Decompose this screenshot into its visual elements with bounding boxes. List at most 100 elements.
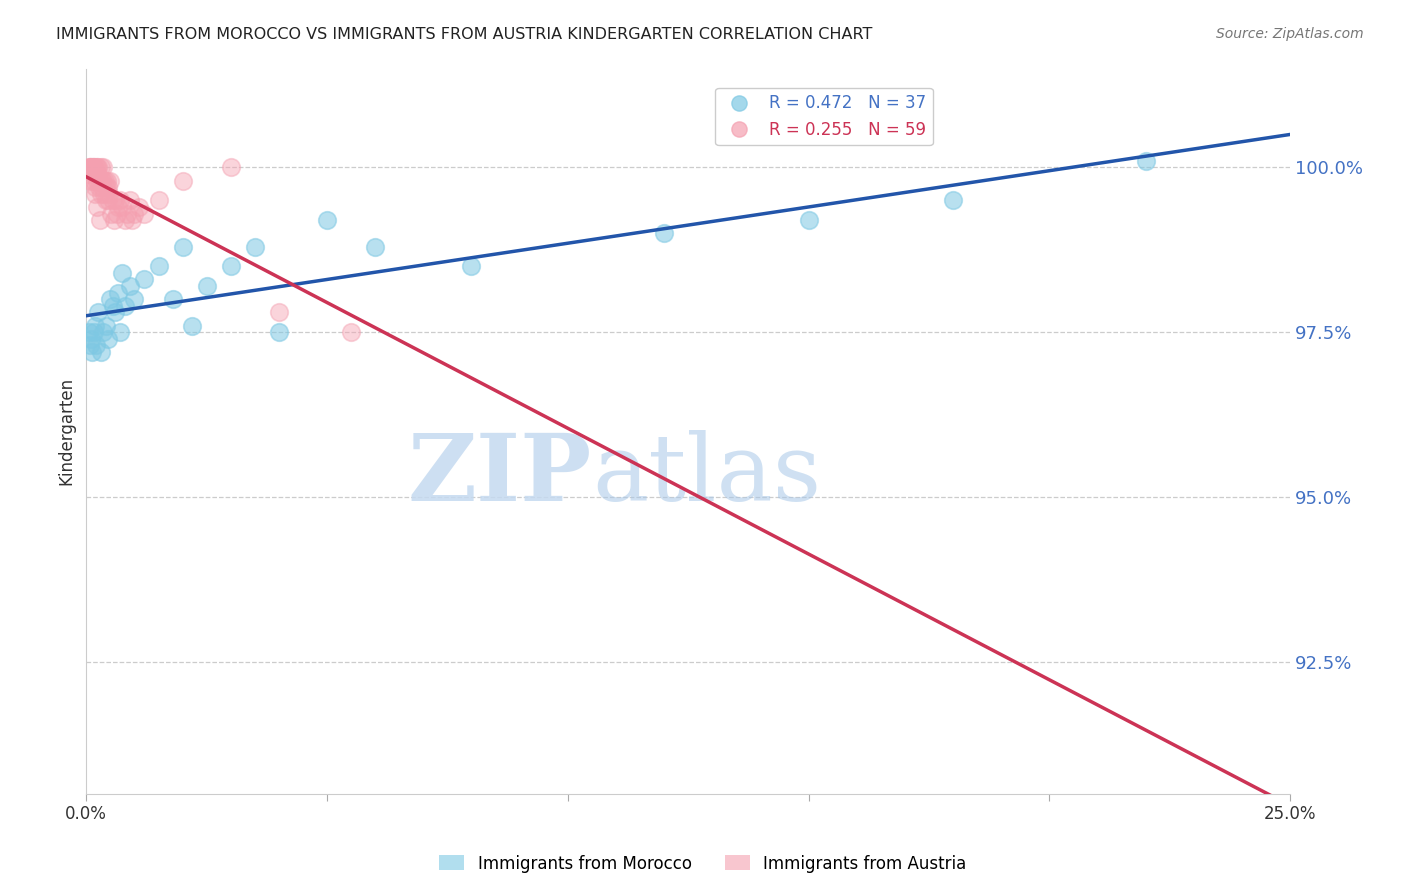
Point <box>83 325 105 339</box>
Point <box>94 180 117 194</box>
Point <box>86 161 108 175</box>
Point <box>91 173 114 187</box>
Point <box>108 194 131 208</box>
Point <box>162 292 184 306</box>
Point <box>101 194 124 208</box>
Point <box>80 161 103 175</box>
Point <box>94 194 117 208</box>
Point <box>87 161 110 175</box>
Point <box>98 186 121 201</box>
Point <box>83 161 105 175</box>
Point <box>107 285 129 300</box>
Point <box>172 173 194 187</box>
Point <box>219 161 242 175</box>
Point <box>86 173 108 187</box>
Point <box>124 206 146 220</box>
Text: ZIP: ZIP <box>408 430 592 520</box>
Point <box>90 186 112 201</box>
Point <box>84 167 107 181</box>
Text: IMMIGRANTS FROM MOROCCO VS IMMIGRANTS FROM AUSTRIA KINDERGARTEN CORRELATION CHAR: IMMIGRANTS FROM MOROCCO VS IMMIGRANTS FR… <box>56 27 873 42</box>
Point <box>243 239 266 253</box>
Point <box>118 194 141 208</box>
Y-axis label: Kindergarten: Kindergarten <box>58 377 75 485</box>
Point <box>172 239 194 253</box>
Point <box>79 338 101 352</box>
Text: Source: ZipAtlas.com: Source: ZipAtlas.com <box>1216 27 1364 41</box>
Point <box>340 325 363 339</box>
Point <box>83 173 105 187</box>
Point <box>128 200 150 214</box>
Point <box>89 180 111 194</box>
Point <box>77 161 100 175</box>
Point <box>364 239 387 253</box>
Point <box>84 186 107 201</box>
Point <box>91 161 114 175</box>
Point <box>108 325 131 339</box>
Point <box>93 186 115 201</box>
Point <box>89 173 111 187</box>
Point <box>114 299 136 313</box>
Point <box>91 180 114 194</box>
Point <box>76 167 98 181</box>
Point <box>96 173 118 187</box>
Point <box>316 213 339 227</box>
Point <box>118 279 141 293</box>
Point <box>90 161 112 175</box>
Point <box>86 200 108 214</box>
Point <box>115 206 138 220</box>
Point <box>267 325 290 339</box>
Point <box>114 213 136 227</box>
Point <box>83 161 105 175</box>
Point <box>80 173 103 187</box>
Point <box>107 200 129 214</box>
Point <box>652 227 675 241</box>
Point <box>91 325 114 339</box>
Point <box>104 194 127 208</box>
Point <box>797 213 820 227</box>
Point <box>84 161 107 175</box>
Point <box>93 173 115 187</box>
Point <box>267 305 290 319</box>
Point <box>124 292 146 306</box>
Text: atlas: atlas <box>592 430 821 520</box>
Point <box>97 180 120 194</box>
Point <box>148 260 170 274</box>
Point <box>195 279 218 293</box>
Point <box>79 161 101 175</box>
Point <box>148 194 170 208</box>
Point <box>103 213 125 227</box>
Point <box>80 345 103 359</box>
Point <box>942 194 965 208</box>
Point <box>87 305 110 319</box>
Point <box>181 318 204 333</box>
Point <box>80 161 103 175</box>
Point <box>89 213 111 227</box>
Legend: R = 0.472   N = 37, R = 0.255   N = 59: R = 0.472 N = 37, R = 0.255 N = 59 <box>716 87 932 145</box>
Point <box>90 173 112 187</box>
Point <box>97 332 120 346</box>
Point <box>80 332 103 346</box>
Point <box>83 167 105 181</box>
Point <box>111 266 134 280</box>
Point <box>132 272 155 286</box>
Point <box>104 305 127 319</box>
Point <box>132 206 155 220</box>
Point <box>79 161 101 175</box>
Point <box>97 194 120 208</box>
Point <box>1135 153 1157 168</box>
Point <box>84 338 107 352</box>
Point <box>94 318 117 333</box>
Point <box>90 345 112 359</box>
Point <box>84 180 107 194</box>
Legend: Immigrants from Morocco, Immigrants from Austria: Immigrants from Morocco, Immigrants from… <box>433 848 973 880</box>
Point <box>111 200 134 214</box>
Point <box>82 161 104 175</box>
Point <box>98 292 121 306</box>
Point <box>84 318 107 333</box>
Point <box>87 167 110 181</box>
Point <box>460 260 482 274</box>
Point <box>101 299 124 313</box>
Point <box>100 206 122 220</box>
Point <box>77 325 100 339</box>
Point <box>121 213 143 227</box>
